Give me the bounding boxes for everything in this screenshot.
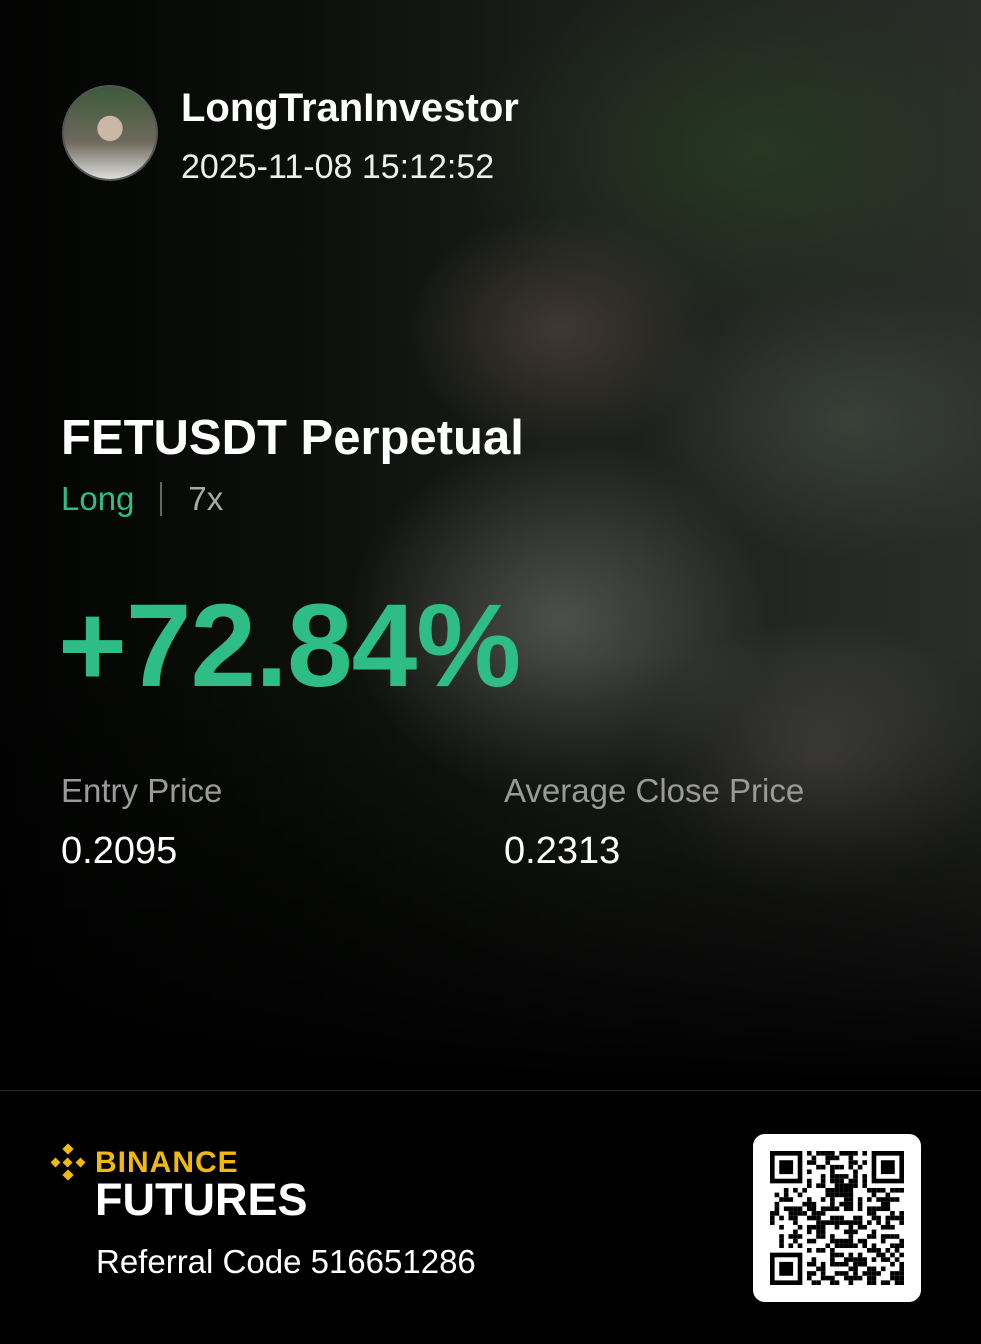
position-info: Long 7x (61, 480, 223, 518)
qr-code[interactable] (753, 1134, 921, 1302)
product-name: FUTURES (95, 1174, 308, 1225)
referral-code: Referral Code 516651286 (96, 1243, 476, 1280)
avatar (62, 85, 158, 181)
timestamp: 2025-11-08 15:12:52 (181, 148, 495, 186)
entry-price-value: 0.2095 (61, 830, 178, 872)
username: LongTranInvestor (181, 86, 519, 130)
binance-logo-icon (50, 1143, 86, 1181)
background-photo (0, 0, 981, 1090)
leverage-label: 7x (188, 480, 224, 517)
entry-price-label: Entry Price (61, 772, 223, 809)
side-label: Long (61, 480, 135, 517)
close-price-label: Average Close Price (504, 772, 805, 809)
pnl-percent: +72.84% (58, 580, 521, 712)
brand-name: BINANCE (95, 1146, 239, 1179)
qr-code-icon (770, 1151, 904, 1285)
close-price-value: 0.2313 (504, 830, 621, 872)
divider (0, 1090, 981, 1091)
symbol-title: FETUSDT Perpetual (61, 411, 524, 465)
separator (160, 482, 163, 516)
